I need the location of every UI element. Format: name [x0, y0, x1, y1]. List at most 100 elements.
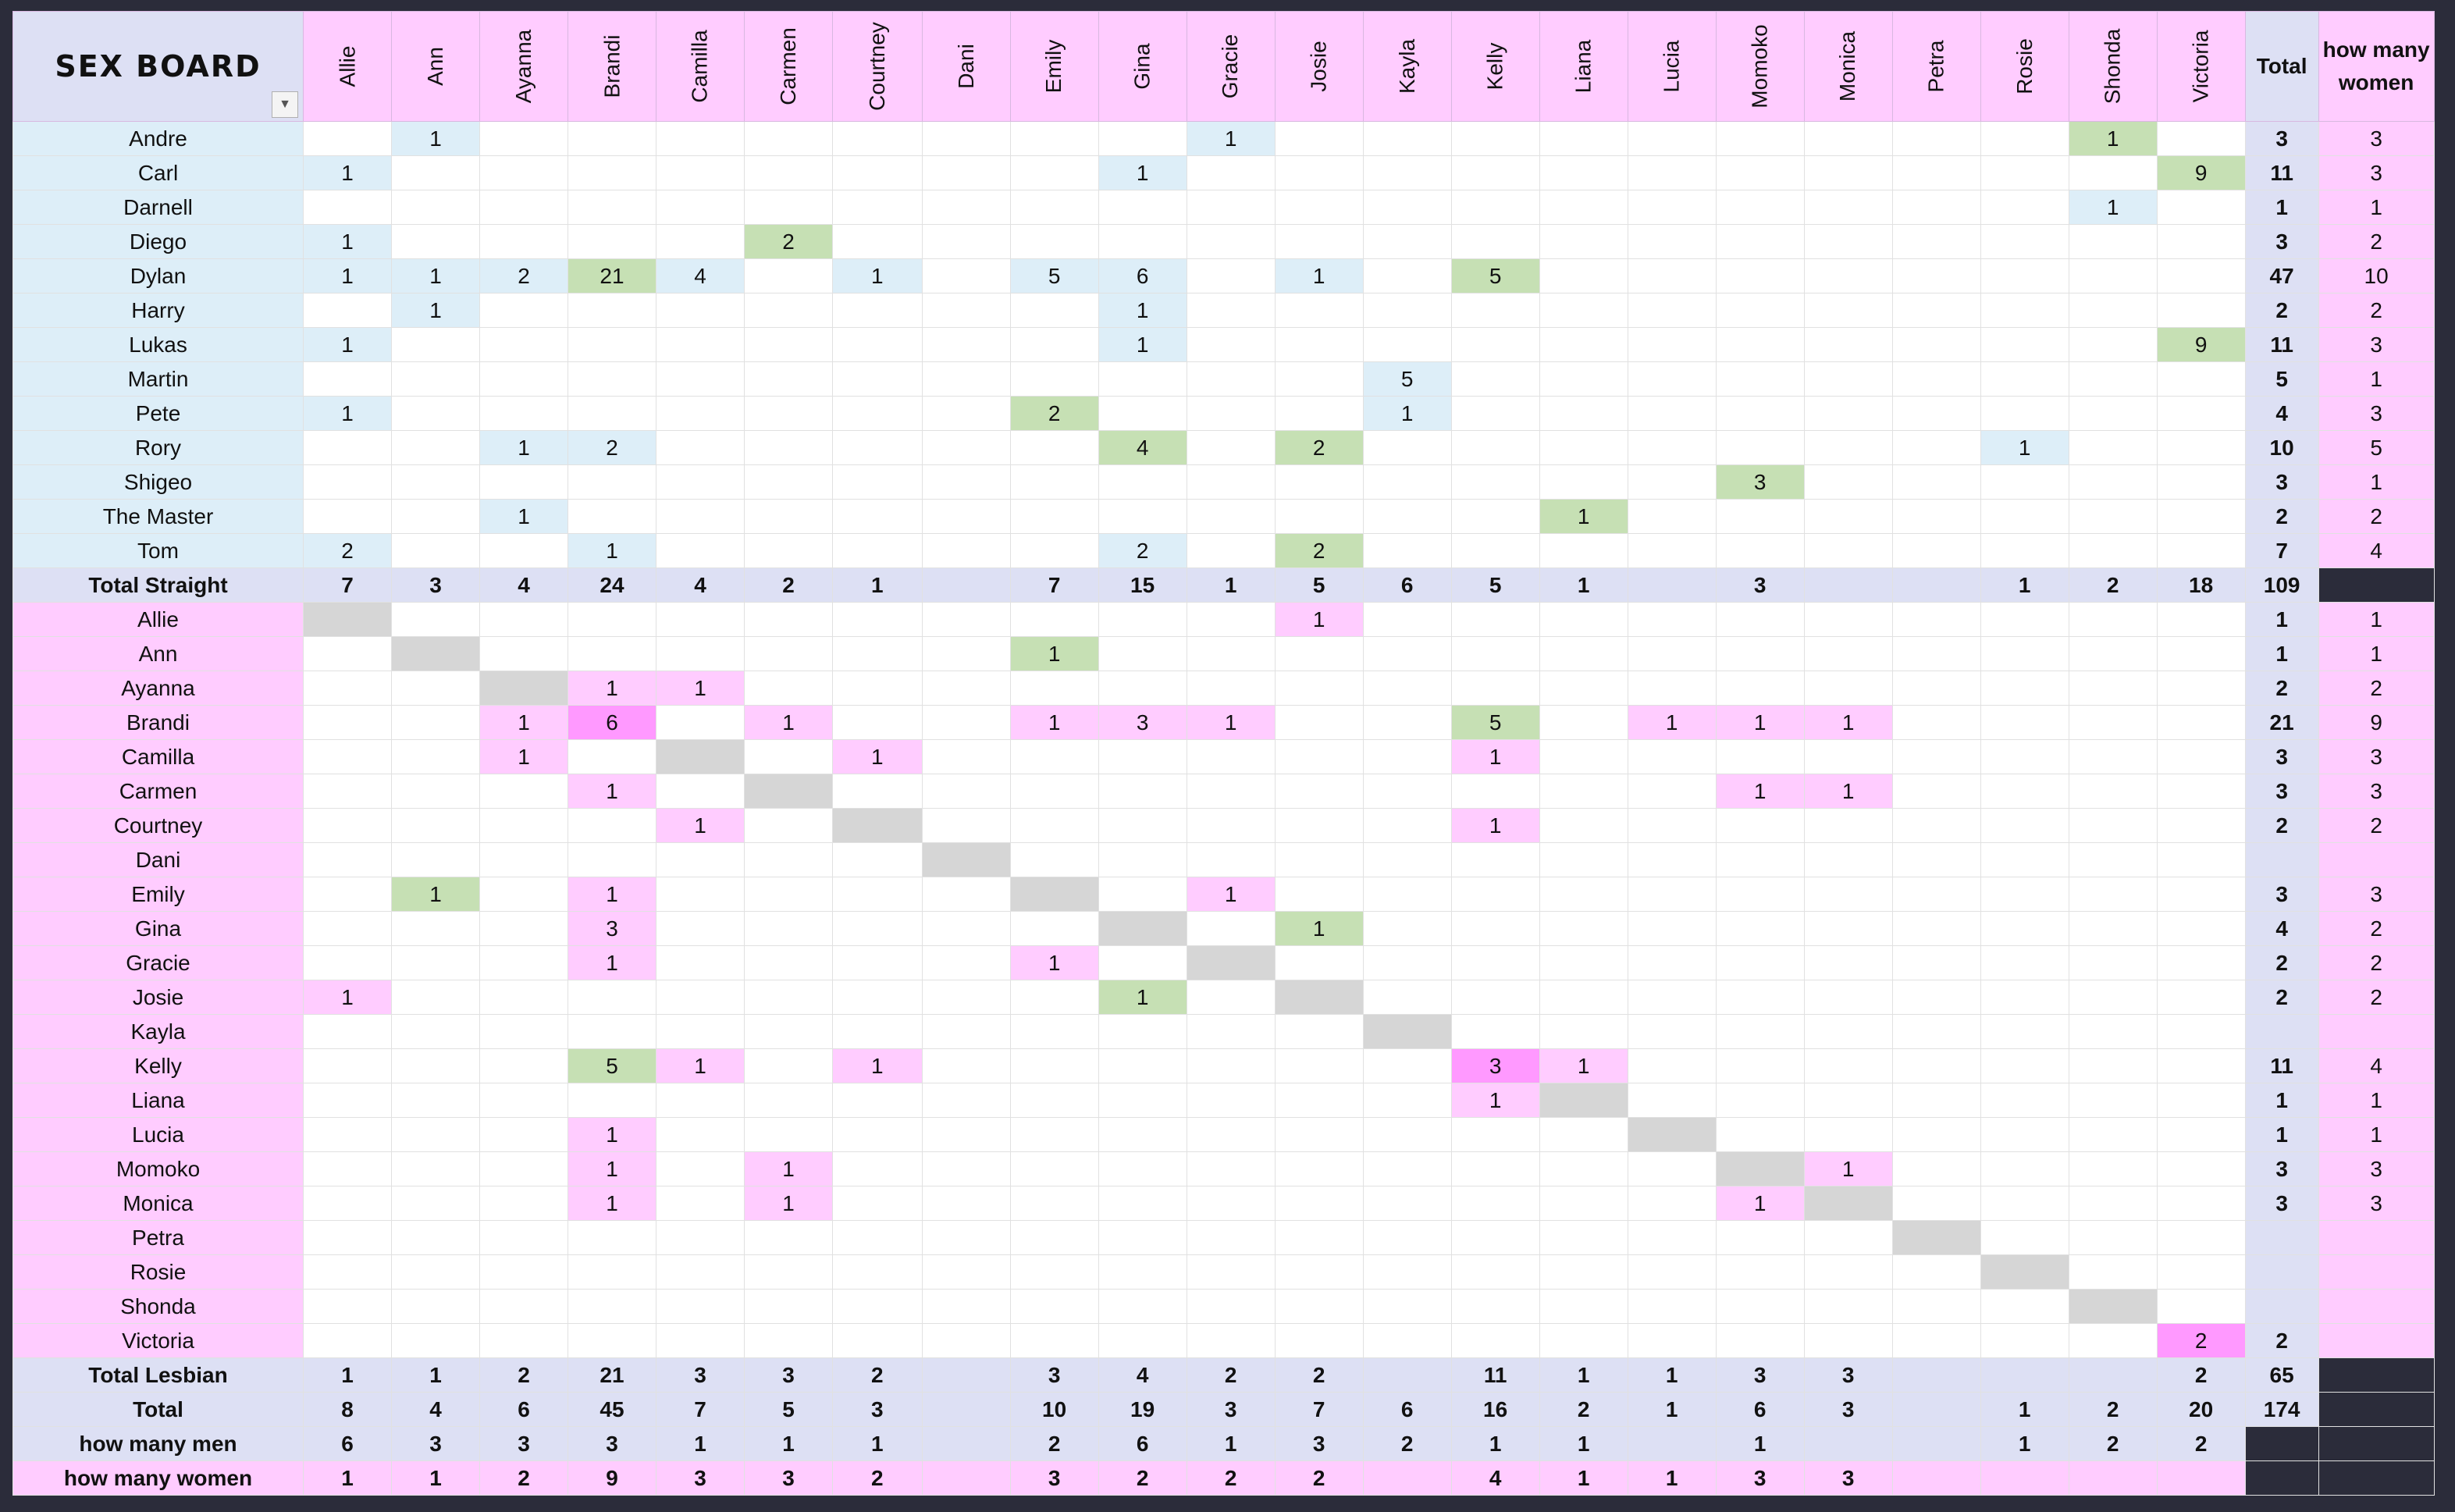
column-header-kelly[interactable]: Kelly	[1450, 11, 1540, 122]
row-how-many-women[interactable]: 9	[2318, 705, 2435, 740]
summary-cell-victoria[interactable]	[2156, 1460, 2246, 1496]
cell-lucia-lucia[interactable]	[1627, 1117, 1717, 1152]
cell-lucia-dani[interactable]	[921, 1117, 1011, 1152]
cell-pete-momoko[interactable]	[1715, 396, 1805, 431]
row-total[interactable]: 3	[2244, 464, 2319, 500]
cell-petra-emily[interactable]	[1009, 1220, 1099, 1255]
cell-dylan-brandi[interactable]: 21	[567, 258, 656, 294]
cell-lucia-liana[interactable]	[1539, 1117, 1628, 1152]
cell-emily-lucia[interactable]	[1627, 877, 1717, 912]
cell-petra-kayla[interactable]	[1362, 1220, 1452, 1255]
cell-lukas-camilla[interactable]	[656, 327, 745, 362]
cell-shonda-rosie[interactable]	[1980, 1289, 2069, 1324]
row-name-shigeo[interactable]: Shigeo	[12, 464, 304, 500]
cell-liana-carmen[interactable]	[744, 1083, 833, 1118]
cell-diego-ayanna[interactable]	[479, 224, 568, 259]
summary-cell-courtney[interactable]: 2	[832, 1460, 923, 1496]
cell-camilla-dani[interactable]	[921, 739, 1011, 774]
cell-harry-gina[interactable]: 1	[1098, 293, 1187, 328]
row-name-gina[interactable]: Gina	[12, 911, 304, 946]
summary-cell-camilla[interactable]: 3	[656, 1460, 745, 1496]
cell-the-master-victoria[interactable]	[2156, 499, 2246, 534]
cell-petra-courtney[interactable]	[832, 1220, 923, 1255]
cell-the-master-carmen[interactable]	[744, 499, 833, 534]
cell-ayanna-kayla[interactable]	[1362, 671, 1452, 706]
cell-allie-petra[interactable]	[1891, 602, 1981, 637]
cell-gina-dani[interactable]	[921, 911, 1011, 946]
cell-shigeo-courtney[interactable]	[832, 464, 923, 500]
cell-rory-victoria[interactable]	[2156, 430, 2246, 465]
cell-lukas-ayanna[interactable]	[479, 327, 568, 362]
summary-cell-gina[interactable]: 19	[1098, 1392, 1187, 1427]
cell-the-master-ann[interactable]	[391, 499, 480, 534]
row-total[interactable]: 2	[2244, 980, 2319, 1015]
summary-cell-carmen[interactable]: 2	[744, 567, 833, 603]
summary-cell-camilla[interactable]: 1	[656, 1426, 745, 1461]
cell-darnell-momoko[interactable]	[1715, 190, 1805, 225]
cell-kelly-dani[interactable]	[921, 1048, 1011, 1083]
cell-allie-gina[interactable]	[1098, 602, 1187, 637]
cell-victoria-allie[interactable]	[303, 1323, 392, 1358]
cell-dylan-victoria[interactable]	[2156, 258, 2246, 294]
cell-emily-dani[interactable]	[921, 877, 1011, 912]
cell-victoria-josie[interactable]	[1274, 1323, 1364, 1358]
cell-kayla-dani[interactable]	[921, 1014, 1011, 1049]
cell-kayla-ann[interactable]	[391, 1014, 480, 1049]
cell-carmen-allie[interactable]	[303, 774, 392, 809]
cell-andre-rosie[interactable]	[1980, 121, 2069, 156]
row-how-many-women[interactable]: 1	[2318, 464, 2435, 500]
cell-dylan-dani[interactable]	[921, 258, 1011, 294]
summary-cell-emily[interactable]: 7	[1009, 567, 1099, 603]
column-header-dani[interactable]: Dani	[921, 11, 1011, 122]
cell-pete-victoria[interactable]	[2156, 396, 2246, 431]
cell-dylan-lucia[interactable]	[1627, 258, 1717, 294]
cell-ann-lucia[interactable]	[1627, 636, 1717, 671]
cell-josie-courtney[interactable]	[832, 980, 923, 1015]
row-how-many-women[interactable]	[2318, 1289, 2435, 1324]
cell-lukas-petra[interactable]	[1891, 327, 1981, 362]
cell-darnell-carmen[interactable]	[744, 190, 833, 225]
cell-gracie-lucia[interactable]	[1627, 945, 1717, 980]
cell-gracie-shonda[interactable]	[2068, 945, 2158, 980]
cell-tom-ann[interactable]	[391, 533, 480, 568]
cell-emily-liana[interactable]	[1539, 877, 1628, 912]
cell-martin-monica[interactable]	[1803, 361, 1893, 397]
row-how-many-women[interactable]: 1	[2318, 190, 2435, 225]
cell-kelly-kelly[interactable]: 3	[1450, 1048, 1540, 1083]
cell-dylan-gina[interactable]: 6	[1098, 258, 1187, 294]
summary-total[interactable]: 65	[2244, 1357, 2319, 1393]
cell-andre-camilla[interactable]	[656, 121, 745, 156]
row-total[interactable]: 21	[2244, 705, 2319, 740]
cell-martin-gina[interactable]	[1098, 361, 1187, 397]
cell-pete-ayanna[interactable]	[479, 396, 568, 431]
cell-allie-lucia[interactable]	[1627, 602, 1717, 637]
cell-pete-allie[interactable]: 1	[303, 396, 392, 431]
cell-carl-ann[interactable]	[391, 155, 480, 190]
summary-cell-liana[interactable]: 1	[1539, 567, 1628, 603]
cell-allie-allie[interactable]	[303, 602, 392, 637]
summary-cell-lucia[interactable]: 1	[1627, 1357, 1717, 1393]
column-header-liana[interactable]: Liana	[1539, 11, 1628, 122]
cell-diego-emily[interactable]	[1009, 224, 1099, 259]
cell-josie-rosie[interactable]	[1980, 980, 2069, 1015]
cell-momoko-allie[interactable]	[303, 1151, 392, 1186]
summary-cell-dani[interactable]	[921, 1357, 1011, 1393]
row-how-many-women[interactable]: 3	[2318, 774, 2435, 809]
cell-shigeo-ayanna[interactable]	[479, 464, 568, 500]
cell-momoko-josie[interactable]	[1274, 1151, 1364, 1186]
cell-kayla-shonda[interactable]	[2068, 1014, 2158, 1049]
cell-petra-allie[interactable]	[303, 1220, 392, 1255]
cell-rosie-kelly[interactable]	[1450, 1254, 1540, 1290]
cell-rosie-courtney[interactable]	[832, 1254, 923, 1290]
cell-momoko-kayla[interactable]	[1362, 1151, 1452, 1186]
cell-dani-rosie[interactable]	[1980, 842, 2069, 877]
row-name-emily[interactable]: Emily	[12, 877, 304, 912]
cell-shigeo-emily[interactable]	[1009, 464, 1099, 500]
cell-monica-courtney[interactable]	[832, 1186, 923, 1221]
cell-carl-shonda[interactable]	[2068, 155, 2158, 190]
cell-martin-josie[interactable]	[1274, 361, 1364, 397]
summary-cell-shonda[interactable]	[2068, 1460, 2158, 1496]
cell-harry-allie[interactable]	[303, 293, 392, 328]
cell-gina-lucia[interactable]	[1627, 911, 1717, 946]
cell-kayla-lucia[interactable]	[1627, 1014, 1717, 1049]
